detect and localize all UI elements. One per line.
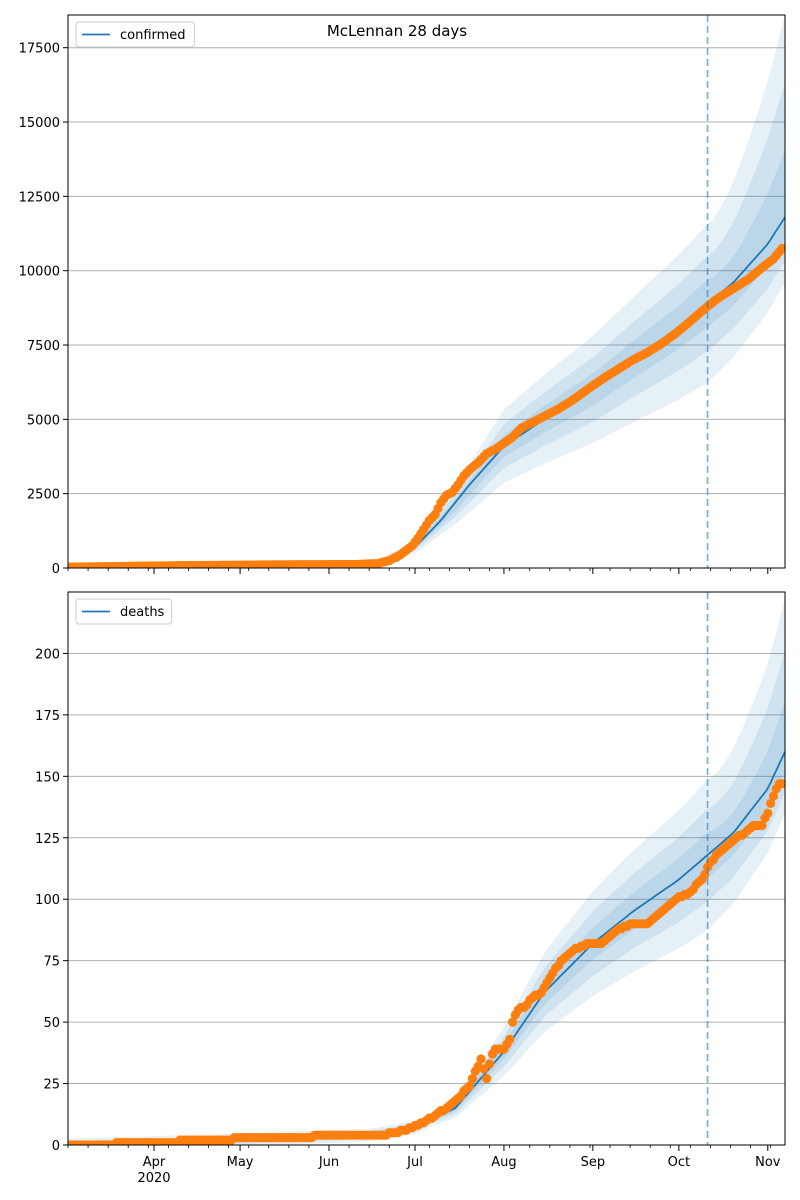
y-tick-label: 0 xyxy=(52,562,60,577)
observed-point xyxy=(777,243,785,253)
y-tick-label: 2500 xyxy=(27,488,60,503)
observed-point xyxy=(505,1034,515,1044)
plot-area xyxy=(68,599,785,1145)
observed-point xyxy=(768,791,779,801)
y-tick-label: 17500 xyxy=(19,42,60,57)
y-tick-label: 150 xyxy=(35,770,60,785)
x-tick-label: Sep xyxy=(581,1155,606,1170)
x-tick-label: Oct xyxy=(668,1155,690,1170)
observed-point xyxy=(766,798,776,808)
observed-point xyxy=(507,1017,518,1027)
observed-point xyxy=(763,808,773,818)
observed-point xyxy=(757,820,767,831)
observed-points xyxy=(68,779,785,1145)
observed-points xyxy=(68,243,785,568)
legend xyxy=(75,598,173,625)
observed-point xyxy=(777,779,785,789)
figure-title: McLennan 28 days xyxy=(327,22,467,40)
x-tick-label: May xyxy=(227,1155,254,1170)
credible-band xyxy=(68,82,785,568)
x-tick-label: Nov xyxy=(755,1155,781,1170)
legend xyxy=(75,21,195,48)
legend-label: confirmed xyxy=(120,28,186,43)
x-tick-label: Aug xyxy=(491,1155,516,1170)
y-tick-label: 100 xyxy=(35,893,60,908)
y-tick-label: 0 xyxy=(52,1139,60,1154)
observed-point xyxy=(476,1054,486,1064)
y-tick-label: 15000 xyxy=(19,116,60,131)
y-tick-label: 10000 xyxy=(19,265,60,280)
y-tick-label: 5000 xyxy=(27,413,60,428)
legend-label: deaths xyxy=(120,605,165,620)
axes-frame xyxy=(67,14,786,569)
x-tick-label: Jun xyxy=(318,1155,339,1170)
x-tick-label: Apr xyxy=(143,1155,166,1170)
credible-band xyxy=(68,650,785,1145)
plot-area xyxy=(68,15,785,568)
credible-band xyxy=(68,15,785,568)
observed-point xyxy=(467,1074,477,1084)
y-tick-label: 200 xyxy=(35,647,60,662)
confirmed-panel: 0 2500 5000 7500 10000 12500 15000 17500 confirm… xyxy=(19,14,786,577)
y-tick-label: 25 xyxy=(43,1078,60,1093)
y-tick-label: 50 xyxy=(43,1016,60,1031)
y-tick-label: 12500 xyxy=(19,190,60,205)
y-tick-label: 75 xyxy=(43,955,60,970)
observed-point xyxy=(464,1081,475,1091)
observed-point xyxy=(482,1074,492,1084)
y-tick-label: 175 xyxy=(35,709,60,724)
axes-frame xyxy=(67,591,786,1146)
y-tick-label: 125 xyxy=(35,832,60,847)
y-tick-label: 7500 xyxy=(27,339,60,354)
x-tick-sublabel: 2020 xyxy=(137,1171,170,1186)
credible-band xyxy=(68,599,785,1145)
x-tick-label: Jul xyxy=(406,1155,423,1170)
observed-point xyxy=(484,1059,495,1069)
